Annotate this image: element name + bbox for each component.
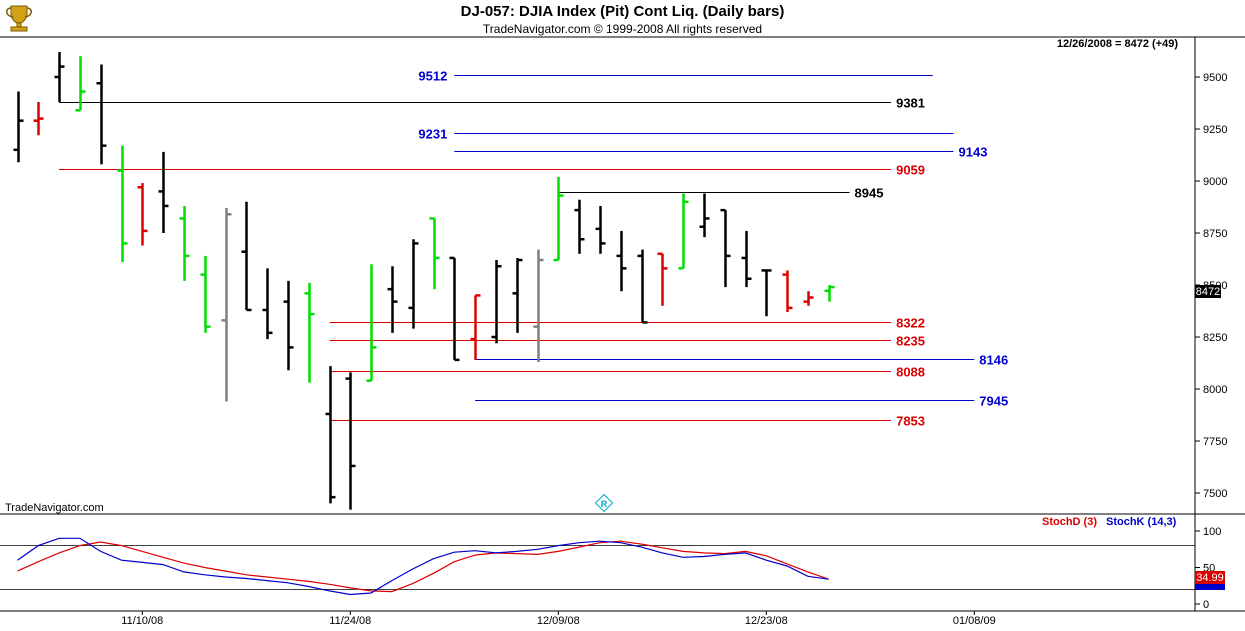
trophy-logo-icon [6, 5, 32, 32]
level-label: 7945 [979, 394, 1008, 409]
ohlc-bar [699, 193, 710, 238]
price-axis-tick-label: 8750 [1203, 228, 1227, 240]
price-axis-tick-label: 7500 [1203, 488, 1227, 500]
level-label: 9512 [418, 69, 447, 84]
price-axis-tick-label: 9500 [1203, 72, 1227, 84]
ohlc-bar [179, 205, 190, 281]
stoch-axis-tick-label: 0 [1203, 599, 1209, 611]
ohlc-bar [366, 264, 377, 382]
ohlc-bar [408, 239, 419, 329]
last-price-tag-text: 8472 [1196, 286, 1220, 298]
ohlc-bar [304, 282, 315, 383]
price-axis-tick-label: 9250 [1203, 124, 1227, 136]
ohlc-bar [824, 285, 835, 302]
ohlc-bar [761, 269, 772, 317]
chart-title: DJ-057: DJIA Index (Pit) Cont Liq. (Dail… [460, 3, 785, 20]
ohlc-bar [345, 372, 356, 510]
price-bars [13, 52, 835, 510]
date-axis-tick-label: 12/09/08 [537, 615, 580, 627]
ohlc-bar [33, 101, 44, 136]
watermark: TradeNavigator.com [5, 502, 104, 514]
stoch-value-tag-text: 34.99 [1196, 572, 1224, 584]
last-price-tag: 8472 [1195, 285, 1221, 298]
ohlc-bar [574, 199, 585, 254]
ohlc-bar [678, 193, 689, 270]
stoch-line [17, 537, 829, 596]
date-axis-tick-label: 11/10/08 [121, 615, 163, 627]
date-axis-tick-label: 11/24/08 [329, 615, 371, 627]
ohlc-bar [553, 176, 564, 262]
level-label: 8088 [896, 365, 925, 380]
price-axis-tick-label: 8000 [1203, 384, 1227, 396]
date-axis-tick-label: 01/08/09 [953, 615, 996, 627]
ohlc-bar [200, 255, 211, 333]
ohlc-bar [637, 249, 648, 324]
ohlc-bar [491, 260, 502, 344]
level-label: 9231 [418, 127, 447, 142]
ohlc-bar [429, 217, 440, 290]
ohlc-bar [283, 280, 294, 371]
ohlc-bar [96, 64, 107, 165]
date-axis-tick-label: 12/23/08 [745, 615, 788, 627]
ohlc-bar [449, 256, 460, 362]
ohlc-bar [387, 266, 398, 333]
ohlc-bar [741, 230, 752, 288]
ohlc-bar [262, 268, 273, 340]
price-levels: 9512 9381 9231 9143 9059 8945 8322 8235 8146 8088… [59, 69, 1008, 429]
ohlc-bar [512, 257, 523, 333]
stoch-value-tag: 34.99 [1195, 571, 1225, 590]
ohlc-bar [158, 151, 169, 233]
stoch-axis-tick-label: 100 [1203, 526, 1221, 538]
ohlc-bar [13, 91, 24, 163]
chart-header: DJ-057: DJIA Index (Pit) Cont Liq. (Dail… [0, 0, 1245, 37]
ohlc-bar [595, 205, 606, 254]
ohlc-bar [117, 145, 128, 263]
svg-text:R: R [601, 499, 608, 509]
stoch-line [17, 540, 829, 593]
ohlc-bar [616, 230, 627, 292]
last-quote-label: 12/26/2008 = 8472 (+49) [1057, 38, 1178, 50]
ohlc-bar [325, 366, 336, 504]
ohlc-bar [75, 56, 86, 112]
level-label: 9381 [896, 96, 925, 111]
ohlc-bar [657, 252, 668, 306]
level-label: 8235 [896, 334, 925, 349]
ohlc-bar [470, 294, 481, 360]
ohlc-bar [241, 201, 252, 312]
ohlc-bar [782, 270, 793, 313]
registered-mark-icon: R [594, 493, 614, 513]
chart-frame [0, 36, 1245, 612]
level-label: 8322 [896, 316, 925, 331]
ohlc-bar [137, 183, 148, 246]
price-axis-tick-label: 7750 [1203, 436, 1227, 448]
price-axis-tick-label: 8250 [1203, 332, 1227, 344]
level-label: 8146 [979, 353, 1008, 368]
ohlc-bar [720, 208, 731, 288]
ohlc-bar [54, 52, 65, 102]
stoch-d-legend: StochD (3) [1042, 516, 1097, 528]
stoch-k-legend: StochK (14,3) [1106, 516, 1177, 528]
ohlc-bar [803, 291, 814, 306]
ohlc-bar [533, 249, 544, 362]
ohlc-bar [221, 208, 232, 402]
level-label: 7853 [896, 414, 925, 429]
level-label: 8945 [855, 186, 884, 201]
price-axis-tick-label: 9000 [1203, 176, 1227, 188]
level-label: 9059 [896, 163, 925, 178]
level-label: 9143 [959, 145, 988, 160]
date-axis: 11/10/08 11/24/08 12/09/08 12/23/08 01/08/09 [121, 611, 996, 627]
copyright-text: TradeNavigator.com © 1999-2008 All right… [482, 22, 763, 36]
